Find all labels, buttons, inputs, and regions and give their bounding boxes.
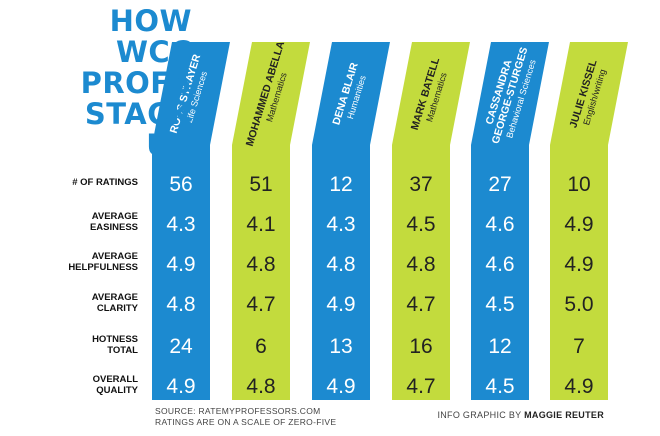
- value-label: 4.9: [564, 375, 593, 398]
- value-label: 4.5: [485, 375, 514, 398]
- metric-label-line: HOTNESS: [92, 334, 138, 345]
- page-title: HOW WCC PROFS STACK UP: [52, 6, 192, 161]
- value-label: 4.8: [406, 253, 435, 276]
- value-label: 4.5: [485, 293, 514, 316]
- value-label: 4.6: [485, 253, 514, 276]
- metric-label-line: AVERAGE: [91, 211, 138, 222]
- value-label: 56: [169, 173, 192, 196]
- value-label: 51: [249, 173, 272, 196]
- source-note: SOURCE: RATEMYPROFESSORS.COM RATINGS ARE…: [155, 406, 336, 428]
- value-label: 4.9: [166, 375, 195, 398]
- value-label: 4.8: [246, 253, 275, 276]
- value-label: 4.7: [406, 293, 435, 316]
- value-label: 16: [409, 335, 432, 358]
- metric-label-line: CLARITY: [96, 303, 138, 314]
- column-band: [312, 42, 390, 400]
- metric-label-line: AVERAGE: [91, 292, 138, 303]
- metric-label: # OF RATINGS: [0, 177, 138, 188]
- credit-name: MAGGIE REUTER: [524, 410, 604, 420]
- metric-label-line: AVERAGE: [91, 251, 138, 262]
- value-label: 4.8: [326, 253, 355, 276]
- metric-label: AVERAGE CLARITY: [0, 292, 138, 314]
- value-label: 4.7: [406, 375, 435, 398]
- value-label: 4.8: [246, 375, 275, 398]
- value-label: 4.6: [485, 213, 514, 236]
- value-label: 7: [573, 335, 585, 358]
- value-label: 24: [169, 335, 193, 358]
- title-line: WCC: [115, 35, 192, 69]
- value-label: 4.7: [246, 293, 275, 316]
- value-label: 37: [409, 173, 432, 196]
- value-label: 4.9: [326, 375, 355, 398]
- metric-label-line: QUALITY: [96, 385, 138, 396]
- value-label: 4.3: [166, 213, 195, 236]
- value-label: 4.9: [166, 253, 195, 276]
- title-line: PROFS: [80, 66, 192, 100]
- credit-note: INFO GRAPHIC BY MAGGIE REUTER: [437, 410, 604, 420]
- value-label: 4.9: [564, 253, 593, 276]
- column-band: [550, 42, 628, 400]
- metric-label-line: OVERALL: [92, 374, 138, 385]
- metric-label: OVERALL QUALITY: [0, 374, 138, 396]
- title-line: UP: [146, 128, 192, 162]
- value-label: 12: [329, 173, 352, 196]
- value-label: 4.8: [166, 293, 195, 316]
- value-label: 4.3: [326, 213, 355, 236]
- title-line: STACK: [84, 97, 192, 131]
- value-label: 6: [255, 335, 267, 358]
- credit-prefix: INFO GRAPHIC BY: [437, 410, 525, 420]
- column-band: [471, 42, 549, 400]
- column-band: [152, 42, 230, 400]
- metric-label-line: TOTAL: [107, 345, 138, 356]
- source-line: SOURCE: RATEMYPROFESSORS.COM: [155, 406, 321, 416]
- metric-label: AVERAGE EASINESS: [0, 211, 138, 233]
- metric-label: HOTNESS TOTAL: [0, 334, 138, 356]
- value-label: 4.5: [406, 213, 435, 236]
- metric-label-line: EASINESS: [89, 222, 138, 233]
- title-line: HOW: [109, 4, 192, 38]
- metric-label: AVERAGE HELPFULNESS: [0, 251, 138, 273]
- value-label: 4.1: [246, 213, 275, 236]
- professor-column: JULIE KISSELEnglish/writing104.94.95.074…: [550, 42, 628, 400]
- value-label: 5.0: [564, 293, 593, 316]
- scale-note: RATINGS ARE ON A SCALE OF ZERO-FIVE: [155, 417, 337, 427]
- value-label: 12: [488, 335, 511, 358]
- value-label: 27: [488, 173, 511, 196]
- professor-column: MOHAMMED ABELLAMathematics514.14.84.764.…: [232, 39, 310, 400]
- metric-label-line: HELPFULNESS: [68, 262, 138, 273]
- value-label: 13: [329, 335, 352, 358]
- column-band: [232, 42, 310, 400]
- value-label: 10: [567, 173, 590, 196]
- column-band: [392, 42, 470, 400]
- value-label: 4.9: [326, 293, 355, 316]
- value-label: 4.9: [564, 213, 593, 236]
- metric-label-line: # OF RATINGS: [72, 177, 138, 188]
